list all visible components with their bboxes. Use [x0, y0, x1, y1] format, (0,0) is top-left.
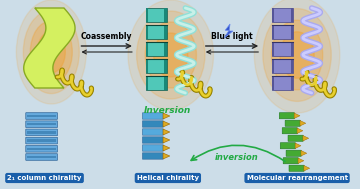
Polygon shape: [298, 158, 304, 163]
FancyBboxPatch shape: [145, 25, 167, 40]
Bar: [272, 25, 274, 40]
Bar: [291, 25, 293, 40]
FancyBboxPatch shape: [289, 165, 304, 171]
FancyBboxPatch shape: [26, 129, 58, 136]
Ellipse shape: [263, 9, 331, 101]
Bar: [165, 8, 167, 22]
Bar: [27, 148, 56, 150]
Polygon shape: [294, 113, 300, 119]
Polygon shape: [24, 8, 75, 88]
Polygon shape: [297, 128, 303, 133]
Polygon shape: [224, 24, 233, 38]
Text: Coassembly: Coassembly: [81, 32, 132, 41]
FancyBboxPatch shape: [145, 76, 167, 91]
Bar: [291, 76, 293, 91]
FancyBboxPatch shape: [143, 121, 163, 127]
Bar: [165, 76, 167, 91]
Bar: [145, 42, 148, 57]
Ellipse shape: [128, 0, 213, 110]
Polygon shape: [163, 153, 170, 159]
Bar: [27, 131, 56, 134]
Ellipse shape: [23, 10, 79, 94]
Polygon shape: [163, 145, 170, 151]
FancyBboxPatch shape: [26, 137, 58, 144]
Polygon shape: [303, 136, 309, 141]
FancyBboxPatch shape: [279, 113, 294, 119]
Text: 2₁ column chirality: 2₁ column chirality: [7, 175, 82, 181]
FancyBboxPatch shape: [143, 129, 163, 135]
Ellipse shape: [271, 20, 323, 90]
Ellipse shape: [136, 11, 205, 99]
Bar: [27, 123, 56, 125]
Bar: [165, 59, 167, 74]
Bar: [145, 25, 148, 40]
FancyBboxPatch shape: [282, 128, 297, 134]
Bar: [27, 156, 56, 158]
Text: Helical chirality: Helical chirality: [137, 175, 199, 181]
Text: Molecular rearrangement: Molecular rearrangement: [247, 175, 348, 181]
Ellipse shape: [280, 32, 314, 78]
FancyBboxPatch shape: [272, 8, 293, 22]
Polygon shape: [301, 150, 307, 156]
FancyBboxPatch shape: [272, 59, 293, 74]
Bar: [165, 25, 167, 40]
FancyBboxPatch shape: [145, 8, 167, 22]
Bar: [291, 42, 293, 57]
FancyBboxPatch shape: [143, 145, 163, 151]
Text: Inversion: Inversion: [144, 106, 192, 115]
FancyBboxPatch shape: [26, 146, 58, 152]
FancyBboxPatch shape: [26, 121, 58, 128]
Ellipse shape: [16, 0, 86, 104]
Polygon shape: [304, 166, 310, 171]
Ellipse shape: [30, 21, 72, 83]
Bar: [272, 76, 274, 91]
Polygon shape: [295, 143, 301, 149]
Bar: [272, 8, 274, 22]
Text: Blue light: Blue light: [211, 32, 253, 41]
Bar: [291, 8, 293, 22]
Bar: [27, 139, 56, 142]
Bar: [145, 76, 148, 91]
FancyBboxPatch shape: [280, 143, 296, 149]
Bar: [272, 59, 274, 74]
FancyBboxPatch shape: [145, 42, 167, 57]
FancyBboxPatch shape: [145, 59, 167, 74]
FancyBboxPatch shape: [288, 135, 303, 141]
Ellipse shape: [154, 33, 188, 77]
Ellipse shape: [37, 31, 65, 73]
FancyBboxPatch shape: [143, 113, 163, 119]
FancyBboxPatch shape: [272, 76, 293, 91]
FancyBboxPatch shape: [286, 150, 301, 156]
Bar: [272, 42, 274, 57]
FancyBboxPatch shape: [272, 42, 293, 57]
FancyBboxPatch shape: [272, 25, 293, 40]
Ellipse shape: [145, 22, 197, 88]
FancyBboxPatch shape: [283, 158, 298, 164]
Bar: [27, 115, 56, 117]
Polygon shape: [163, 129, 170, 135]
Polygon shape: [163, 113, 170, 119]
Bar: [165, 42, 167, 57]
FancyBboxPatch shape: [143, 137, 163, 143]
FancyBboxPatch shape: [285, 120, 300, 126]
Text: inversion: inversion: [215, 153, 259, 162]
Polygon shape: [163, 121, 170, 127]
Bar: [145, 59, 148, 74]
Polygon shape: [300, 121, 306, 126]
FancyBboxPatch shape: [26, 154, 58, 160]
Ellipse shape: [254, 0, 340, 113]
FancyBboxPatch shape: [143, 153, 163, 159]
Polygon shape: [163, 137, 170, 143]
Bar: [291, 59, 293, 74]
Bar: [145, 8, 148, 22]
FancyBboxPatch shape: [26, 113, 58, 119]
